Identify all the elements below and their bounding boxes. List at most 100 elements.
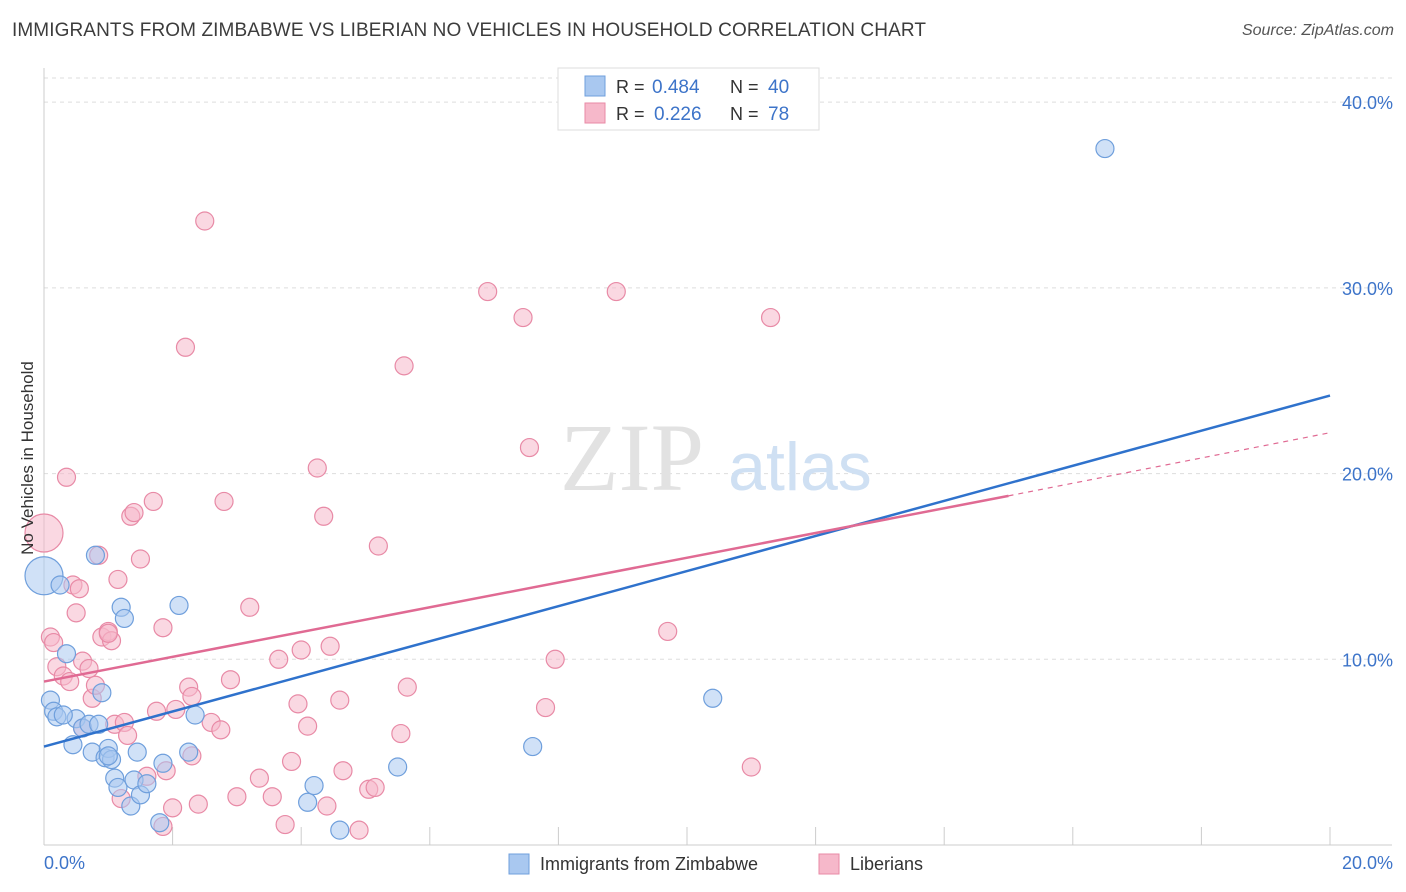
liberian-point bbox=[330, 690, 350, 710]
liberian-point bbox=[519, 437, 540, 458]
liberian-point bbox=[211, 720, 231, 740]
series-legend: Immigrants from Zimbabwe Liberians bbox=[508, 853, 923, 875]
liberian-point bbox=[153, 618, 173, 638]
liberian-point bbox=[741, 757, 761, 777]
trend-lines bbox=[43, 394, 1331, 748]
stats-r-value-zimbabwe: 0.484 bbox=[652, 77, 700, 98]
zimbabwe-point bbox=[703, 688, 723, 708]
watermark-zip: ZIP bbox=[560, 404, 704, 511]
stats-n-value-zimbabwe: 40 bbox=[768, 77, 789, 98]
liberian-point bbox=[240, 597, 260, 617]
stats-legend-swatch-liberian bbox=[584, 102, 606, 124]
zimbabwe-point bbox=[108, 777, 128, 798]
liberian-point bbox=[314, 506, 334, 526]
watermark: ZIP atlas bbox=[560, 404, 872, 511]
liberian-point bbox=[760, 307, 781, 328]
stats-legend-swatch-zimbabwe bbox=[584, 75, 606, 97]
series-legend-swatch-zimbabwe bbox=[508, 853, 530, 875]
liberian-point bbox=[143, 491, 163, 512]
zimbabwe-point bbox=[114, 608, 134, 629]
liberian-point bbox=[298, 716, 318, 736]
liberian-point bbox=[108, 569, 128, 590]
stats-n-label-zimbabwe: N = bbox=[730, 77, 759, 97]
y-tick-label: 10.0% bbox=[1342, 650, 1393, 670]
liberian-point bbox=[24, 513, 64, 553]
liberian-point bbox=[214, 491, 234, 512]
liberian-point bbox=[44, 632, 64, 653]
stats-r-label-zimbabwe: R = bbox=[616, 77, 645, 97]
liberian-point bbox=[317, 796, 337, 816]
liberian-point bbox=[368, 536, 388, 556]
y-tick-label: 20.0% bbox=[1342, 465, 1393, 485]
zimbabwe-point bbox=[179, 742, 199, 762]
zimbabwe-point bbox=[1095, 138, 1115, 159]
liberian-point bbox=[163, 798, 183, 818]
stats-r-label-liberian: R = bbox=[616, 104, 645, 124]
chart-title: IMMIGRANTS FROM ZIMBABWE VS LIBERIAN NO … bbox=[12, 20, 927, 41]
liberian-point bbox=[394, 356, 414, 376]
liberian-point bbox=[262, 787, 282, 807]
zimbabwe-point bbox=[56, 644, 77, 664]
zimbabwe-point bbox=[298, 792, 318, 812]
liberian-point bbox=[69, 579, 89, 599]
liberian-point bbox=[333, 761, 353, 781]
y-tick-label: 30.0% bbox=[1342, 279, 1393, 299]
zimbabwe-point bbox=[53, 705, 73, 725]
zimbabwe-point bbox=[304, 775, 324, 796]
zimbabwe-points bbox=[24, 138, 1115, 840]
x-tick-labels: 0.0% 20.0% bbox=[44, 853, 1393, 873]
stats-n-value-liberian: 78 bbox=[768, 104, 789, 125]
liberian-point bbox=[269, 649, 289, 669]
liberian-point bbox=[130, 549, 151, 569]
liberian-point bbox=[66, 603, 86, 623]
zimbabwe-point bbox=[137, 774, 157, 794]
liberian-point bbox=[658, 621, 678, 642]
liberian-point bbox=[249, 768, 270, 788]
zimbabwe-point bbox=[150, 813, 170, 833]
liberian-point bbox=[195, 211, 215, 231]
liberian-point bbox=[545, 649, 565, 669]
zimbabwe-point bbox=[330, 820, 350, 840]
axes bbox=[43, 68, 1392, 846]
liberian-point bbox=[397, 677, 417, 697]
zimbabwe-point bbox=[153, 753, 173, 773]
zimbabwe-point bbox=[92, 683, 112, 703]
liberian-point bbox=[349, 820, 369, 840]
liberian-point bbox=[291, 640, 311, 660]
liberian-point bbox=[124, 502, 144, 523]
source-attribution: Source: ZipAtlas.com bbox=[1241, 22, 1394, 39]
liberian-point bbox=[365, 777, 385, 798]
liberian-point bbox=[98, 623, 118, 643]
liberian-point bbox=[288, 694, 308, 714]
zimbabwe-point bbox=[523, 736, 543, 757]
gridlines bbox=[44, 77, 1392, 660]
liberian-point bbox=[320, 636, 340, 656]
liberian-point bbox=[513, 307, 533, 328]
stats-n-label-liberian: N = bbox=[730, 104, 759, 124]
liberian-point bbox=[220, 670, 241, 690]
liberian-point bbox=[182, 686, 202, 707]
x-tick-label-max: 20.0% bbox=[1342, 853, 1393, 873]
liberian-trend-line bbox=[43, 494, 1009, 683]
y-tick-labels: 10.0% 20.0% 30.0% 40.0% bbox=[1342, 93, 1393, 670]
watermark-atlas: atlas bbox=[728, 429, 872, 505]
zimbabwe-point bbox=[127, 742, 147, 762]
zimbabwe-point bbox=[85, 545, 106, 565]
x-tick-label-min: 0.0% bbox=[44, 853, 85, 873]
liberian-point bbox=[56, 467, 77, 487]
liberian-point bbox=[535, 697, 556, 718]
liberian-point bbox=[117, 725, 138, 746]
liberian-point bbox=[281, 751, 302, 772]
liberian-point bbox=[478, 281, 498, 302]
series-legend-label-liberian: Liberians bbox=[850, 854, 923, 874]
liberian-point bbox=[307, 458, 327, 478]
liberian-point bbox=[175, 337, 196, 357]
zimbabwe-point bbox=[388, 757, 408, 777]
liberian-trend-extension bbox=[1008, 432, 1331, 497]
y-tick-label: 40.0% bbox=[1342, 93, 1393, 113]
liberian-point bbox=[391, 723, 411, 744]
stats-legend: R = 0.484 N = 40 R = 0.226 N = 78 bbox=[557, 67, 820, 131]
liberian-point bbox=[275, 814, 295, 835]
zimbabwe-point bbox=[169, 595, 189, 616]
